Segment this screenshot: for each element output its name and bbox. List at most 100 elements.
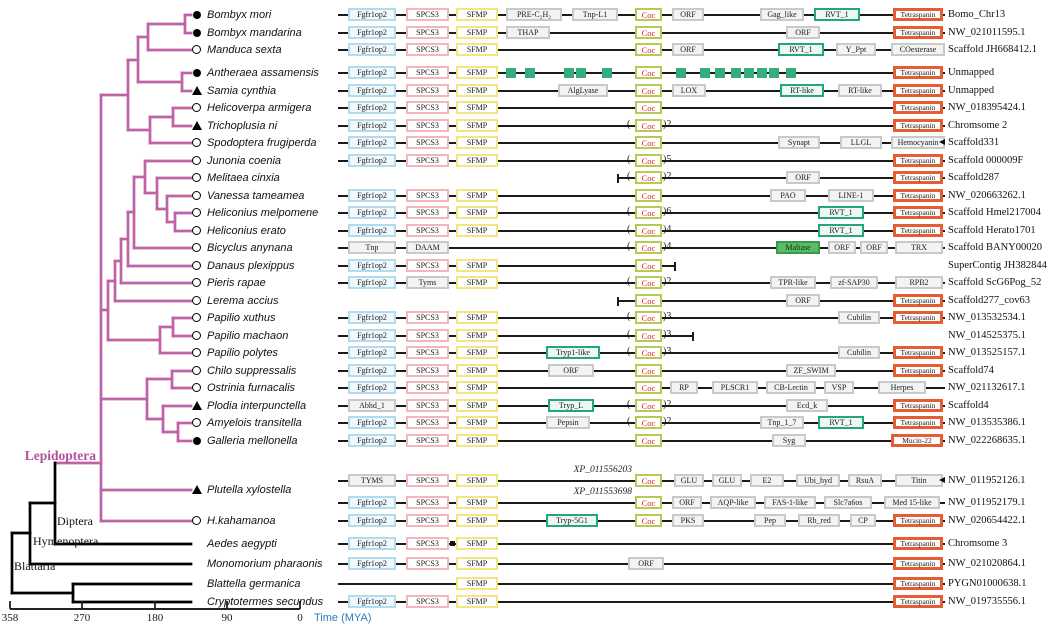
species-marker-filled-circle bbox=[193, 437, 201, 445]
gene-box-coc: Coc bbox=[635, 311, 662, 324]
gene-box-spcs3: SPCS3 bbox=[406, 399, 449, 412]
gene-box-tetraspanin: Tetraspanin bbox=[893, 294, 943, 307]
unannotated-gene-square bbox=[525, 68, 535, 78]
gene-box-spcs3: SPCS3 bbox=[406, 537, 449, 550]
gene-box-sfmp: SFMP bbox=[456, 154, 498, 167]
coc-copy-open-paren: ( bbox=[627, 119, 631, 130]
unannotated-gene-square bbox=[564, 68, 574, 78]
gene-box-tetraspanin: Tetraspanin bbox=[893, 577, 943, 590]
scaffold-accession: Scaffold277_cov63 bbox=[948, 295, 1031, 306]
species-marker-open-circle bbox=[192, 418, 201, 427]
gene-box-pre-c-h-: PRE-C₂H₂ bbox=[506, 8, 562, 21]
species-name: Monomorium pharaonis bbox=[207, 558, 323, 570]
gene-box-herpes: Herpes bbox=[878, 381, 926, 394]
coc-copy-count: )2 bbox=[663, 276, 672, 287]
gene-box-spcs3: SPCS3 bbox=[406, 595, 449, 608]
gene-box-syg: Syg bbox=[772, 434, 806, 447]
gene-box-sfmp: SFMP bbox=[456, 474, 498, 487]
gene-box-fgfr1op2: Fgfr1op2 bbox=[348, 346, 396, 359]
scaffold-accession: Scaffold331 bbox=[948, 137, 1000, 148]
gene-box-glu: GLU bbox=[674, 474, 704, 487]
species-name: Antheraea assamensis bbox=[207, 67, 319, 79]
gene-box-sfmp: SFMP bbox=[456, 84, 498, 97]
gene-box-sfmp: SFMP bbox=[456, 416, 498, 429]
contig-end-tick bbox=[617, 174, 619, 183]
gene-box-fgfr1op2: Fgfr1op2 bbox=[348, 259, 396, 272]
gene-box-tryp-l: Tryp_L bbox=[548, 399, 594, 412]
gene-box-sfmp: SFMP bbox=[456, 514, 498, 527]
gene-box-coc: Coc bbox=[635, 101, 662, 114]
gene-box-coc: Coc bbox=[635, 224, 662, 237]
gene-box-orf: ORF bbox=[786, 294, 820, 307]
gene-box-fgfr1op2: Fgfr1op2 bbox=[348, 595, 396, 608]
gene-box-spcs3: SPCS3 bbox=[406, 26, 449, 39]
gene-box-lox: LOX bbox=[672, 84, 706, 97]
coc-copy-count: )2 bbox=[663, 416, 672, 427]
gene-box-rt-like: RT-like bbox=[838, 84, 882, 97]
gene-box-spcs3: SPCS3 bbox=[406, 84, 449, 97]
gene-box-fgfr1op2: Fgfr1op2 bbox=[348, 43, 396, 56]
unannotated-gene-square bbox=[731, 68, 741, 78]
gene-box-coc: Coc bbox=[635, 416, 662, 429]
species-name: Ostrinia furnacalis bbox=[207, 382, 296, 394]
gene-box-ubi-hyd: Ubi_hyd bbox=[796, 474, 840, 487]
gene-box-tetraspanin: Tetraspanin bbox=[893, 26, 943, 39]
gene-box-rvt-1: RVT_1 bbox=[818, 206, 864, 219]
gene-box-fgfr1op2: Fgfr1op2 bbox=[348, 381, 396, 394]
gene-box-synapt: Synapt bbox=[778, 136, 820, 149]
gene-box-sfmp: SFMP bbox=[456, 224, 498, 237]
clade-label-hymenoptera: Hymenoptera bbox=[33, 534, 99, 548]
species-marker-triangle bbox=[192, 401, 202, 410]
scaffold-accession: Chromsome 3 bbox=[948, 538, 1008, 549]
species-name: Junonia coenia bbox=[207, 155, 282, 167]
gene-box-sfmp: SFMP bbox=[456, 346, 498, 359]
gene-box-cb-lectin: CB-Lectin bbox=[766, 381, 816, 394]
gene-box-pao: PAO bbox=[770, 189, 806, 202]
coc-copy-count: )3 bbox=[663, 311, 672, 322]
species-name: Amyelois transitella bbox=[207, 417, 302, 429]
contig-end-tick bbox=[674, 262, 676, 271]
species-name: Spodoptera frugiperda bbox=[207, 137, 317, 149]
species-name: Galleria mellonella bbox=[207, 435, 298, 447]
species-marker-open-circle bbox=[192, 45, 201, 54]
coc-copy-count: )2 bbox=[663, 171, 672, 182]
scaffold-accession: Scaffold ScG6Pog_52 bbox=[948, 277, 1042, 288]
gene-box-coc: Coc bbox=[635, 84, 662, 97]
time-axis-tick-label: 0 bbox=[297, 612, 303, 624]
species-name: Heliconius erato bbox=[207, 225, 286, 237]
gene-box-plscr1: PLSCR1 bbox=[712, 381, 758, 394]
species-marker-triangle bbox=[192, 121, 202, 130]
coc-copy-count: )2 bbox=[663, 399, 672, 410]
species-marker-open-circle bbox=[192, 296, 201, 305]
scaffold-accession: NW_019735556.1 bbox=[948, 596, 1026, 607]
scaffold-accession: NW_021011595.1 bbox=[948, 27, 1026, 38]
species-name: Melitaea cinxia bbox=[207, 172, 280, 184]
gene-box-coc: Coc bbox=[635, 43, 662, 56]
species-name: Trichoplusia ni bbox=[207, 120, 278, 132]
gene-box-sfmp: SFMP bbox=[456, 311, 498, 324]
species-marker-open-circle bbox=[192, 226, 201, 235]
gene-box-tyms: TYMS bbox=[348, 474, 396, 487]
gene-box-coc: Coc bbox=[635, 154, 662, 167]
time-axis-tick-label: 90 bbox=[221, 612, 233, 624]
gene-box-rsua: RsuA bbox=[848, 474, 882, 487]
gene-box-vsp: VSP bbox=[824, 381, 854, 394]
gene-box-spcs3: SPCS3 bbox=[406, 557, 449, 570]
coc-copy-count: )2 bbox=[663, 119, 672, 130]
coc-copy-open-paren: ( bbox=[627, 206, 631, 217]
species-marker-triangle bbox=[192, 86, 202, 95]
scaffold-accession: Unmapped bbox=[948, 67, 995, 78]
gene-box-fgfr1op2: Fgfr1op2 bbox=[348, 311, 396, 324]
gene-box-coc: Coc bbox=[635, 474, 662, 487]
gene-box-tetraspanin: Tetraspanin bbox=[893, 171, 943, 184]
time-axis-tick-label: 358 bbox=[1, 612, 19, 624]
unannotated-gene-square bbox=[506, 68, 516, 78]
gene-box-fgfr1op2: Fgfr1op2 bbox=[348, 434, 396, 447]
gene-box-coc: Coc bbox=[635, 399, 662, 412]
scaffold-accession: NW_011952126.1 bbox=[948, 475, 1026, 486]
gene-box-sfmp: SFMP bbox=[456, 381, 498, 394]
synteny-row-line bbox=[617, 300, 945, 302]
gene-box-zf-sap30: zf-SAP30 bbox=[830, 276, 878, 289]
gene-box-spcs3: SPCS3 bbox=[406, 66, 449, 79]
gene-box-coc: Coc bbox=[635, 206, 662, 219]
